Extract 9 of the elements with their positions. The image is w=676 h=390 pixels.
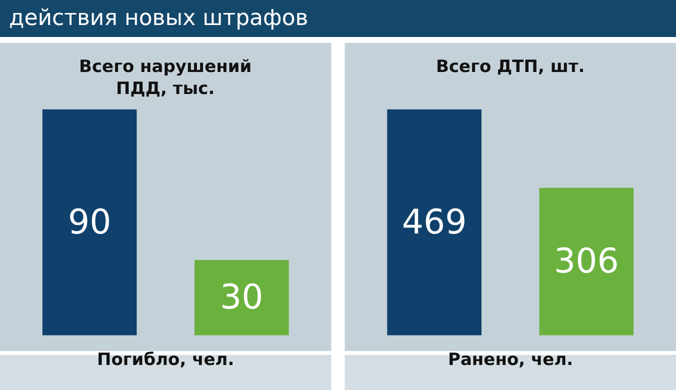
text: действия новых штрафов [9,6,308,31]
chart-title: Всего нарушений ПДД, тыс. [79,57,252,100]
text: Погибло, чел. [97,350,234,370]
data-label: 469 [402,202,467,242]
data-label: 90 [68,202,112,242]
data-label: 30 [220,278,264,318]
data-label: 306 [554,242,619,282]
text: Ранено, чел. [448,350,574,370]
chart-title: Всего ДТП, шт. [436,57,585,77]
